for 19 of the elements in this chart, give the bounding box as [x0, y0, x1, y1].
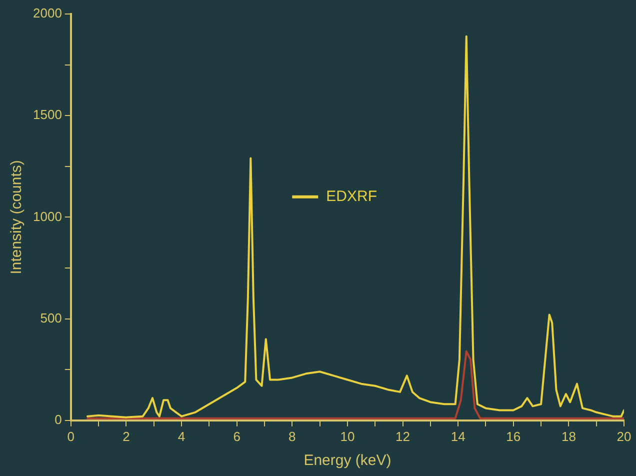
- x-tick-label: 0: [67, 428, 75, 444]
- x-tick-label: 12: [396, 428, 410, 444]
- y-tick-label: 1000: [33, 208, 62, 224]
- x-tick-label: 4: [178, 428, 186, 444]
- x-tick-label: 18: [561, 428, 576, 444]
- x-tick-label: 16: [506, 428, 521, 444]
- legend-label: EDXRF: [326, 188, 377, 206]
- y-tick-label: 500: [40, 310, 62, 326]
- x-tick-label: 20: [616, 428, 632, 444]
- x-tick-label: 2: [122, 428, 130, 444]
- y-axis-title: Intensity (counts): [8, 160, 26, 274]
- y-tick-label: 0: [54, 412, 62, 427]
- x-tick-label: 6: [233, 428, 240, 444]
- y-tick-label: 1500: [33, 107, 62, 122]
- y-tick-label: 2000: [33, 6, 62, 21]
- x-axis-title: Energy (keV): [304, 452, 392, 470]
- x-tick-label: 10: [340, 428, 355, 444]
- x-tick-label: 14: [450, 428, 466, 444]
- x-tick-label: 8: [288, 428, 296, 444]
